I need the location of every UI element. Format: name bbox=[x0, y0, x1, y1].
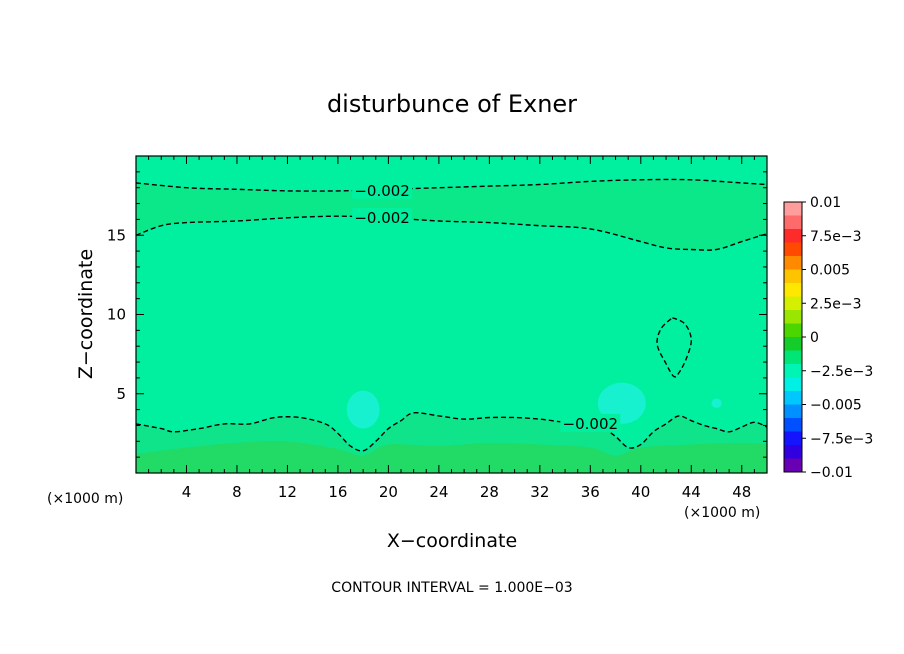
colorbar-swatch bbox=[784, 404, 802, 419]
colorbar-label: −2.5e−3 bbox=[810, 364, 873, 380]
x-unit-right: (×1000 m) bbox=[684, 505, 760, 521]
x-tick-label: 32 bbox=[530, 483, 549, 501]
x-axis-label: X−coordinate bbox=[387, 530, 517, 552]
colorbar-swatch bbox=[784, 296, 802, 311]
x-tick-label: 4 bbox=[182, 483, 192, 501]
x-tick-label: 8 bbox=[232, 483, 242, 501]
colorbar-swatch bbox=[784, 391, 802, 405]
colorbar-label: 2.5e−3 bbox=[810, 296, 862, 312]
field-feature-2 bbox=[597, 382, 646, 424]
colorbar-swatch bbox=[784, 202, 802, 216]
colorbar-label: −0.01 bbox=[810, 465, 853, 481]
contour-label-bg-3 bbox=[560, 413, 621, 432]
x-tick-label: 44 bbox=[682, 483, 701, 501]
chart-title: disturbunce of Exner bbox=[327, 90, 577, 118]
colorbar-swatch bbox=[784, 418, 802, 432]
plot-area bbox=[136, 156, 767, 473]
colorbar-swatch bbox=[784, 323, 802, 338]
x-tick-label: 16 bbox=[328, 483, 347, 501]
colorbar-swatch bbox=[784, 458, 802, 473]
x-tick-label: 28 bbox=[480, 483, 499, 501]
colorbar-swatch bbox=[784, 445, 802, 459]
colorbar-swatch bbox=[784, 256, 802, 270]
field-band-surface bbox=[136, 440, 767, 473]
colorbar-swatch bbox=[784, 283, 802, 297]
x-tick-label: 36 bbox=[581, 483, 600, 501]
contour-label-bg-1 bbox=[352, 180, 413, 199]
colorbar-swatch bbox=[784, 310, 802, 324]
y-tick-label: 15 bbox=[107, 226, 126, 244]
colorbar-swatch bbox=[784, 350, 802, 365]
colorbar-label: 7.5e−3 bbox=[810, 229, 862, 245]
colorbar-label: 0.005 bbox=[810, 263, 850, 279]
colorbar bbox=[783, 201, 803, 473]
colorbar-label: −0.005 bbox=[810, 398, 862, 414]
field-feature-1 bbox=[346, 390, 380, 429]
colorbar-swatch bbox=[784, 337, 802, 351]
colorbar-swatch bbox=[784, 215, 802, 230]
colorbar-label: 0.01 bbox=[810, 195, 841, 211]
colorbar-swatch bbox=[784, 242, 802, 257]
contour-line-2 bbox=[136, 215, 767, 251]
x-tick-label: 20 bbox=[379, 483, 398, 501]
colorbar-labels: 0.01 7.5e−3 0.005 2.5e−3 0 −2.5e−3 −0.005 −7.5e… bbox=[802, 195, 873, 481]
colorbar-swatch bbox=[784, 229, 802, 243]
field-features bbox=[346, 382, 722, 429]
y-tick-label: 5 bbox=[116, 385, 126, 403]
x-tick-label: 40 bbox=[631, 483, 650, 501]
contour-label-1: −0.002 bbox=[354, 182, 410, 200]
contour-interval-note: CONTOUR INTERVAL = 1.000E−03 bbox=[331, 580, 572, 596]
contour-label-3: −0.002 bbox=[563, 415, 619, 433]
colorbar-swatch bbox=[784, 431, 802, 446]
contour-label-bg-2 bbox=[352, 207, 413, 226]
x-unit-left: (×1000 m) bbox=[47, 491, 123, 507]
x-tick-label: 48 bbox=[732, 483, 751, 501]
x-tick-label: 12 bbox=[278, 483, 297, 501]
y-tick-label: 10 bbox=[107, 306, 126, 324]
contour-lines bbox=[136, 178, 767, 452]
contour-label-2: −0.002 bbox=[354, 209, 410, 227]
contour-labels: −0.002 −0.002 −0.002 bbox=[352, 180, 621, 433]
colorbar-label: −7.5e−3 bbox=[810, 431, 873, 447]
field-feature-3 bbox=[711, 398, 722, 409]
contour-line-3 bbox=[136, 411, 767, 452]
x-tick-label: 24 bbox=[429, 483, 448, 501]
colorbar-swatch bbox=[784, 269, 802, 284]
colorbar-label: 0 bbox=[810, 330, 819, 346]
colorbar-swatch bbox=[784, 377, 802, 392]
y-axis-label: Z−coordinate bbox=[75, 249, 97, 379]
contour-line-1 bbox=[136, 178, 767, 192]
colorbar-swatch bbox=[784, 364, 802, 378]
